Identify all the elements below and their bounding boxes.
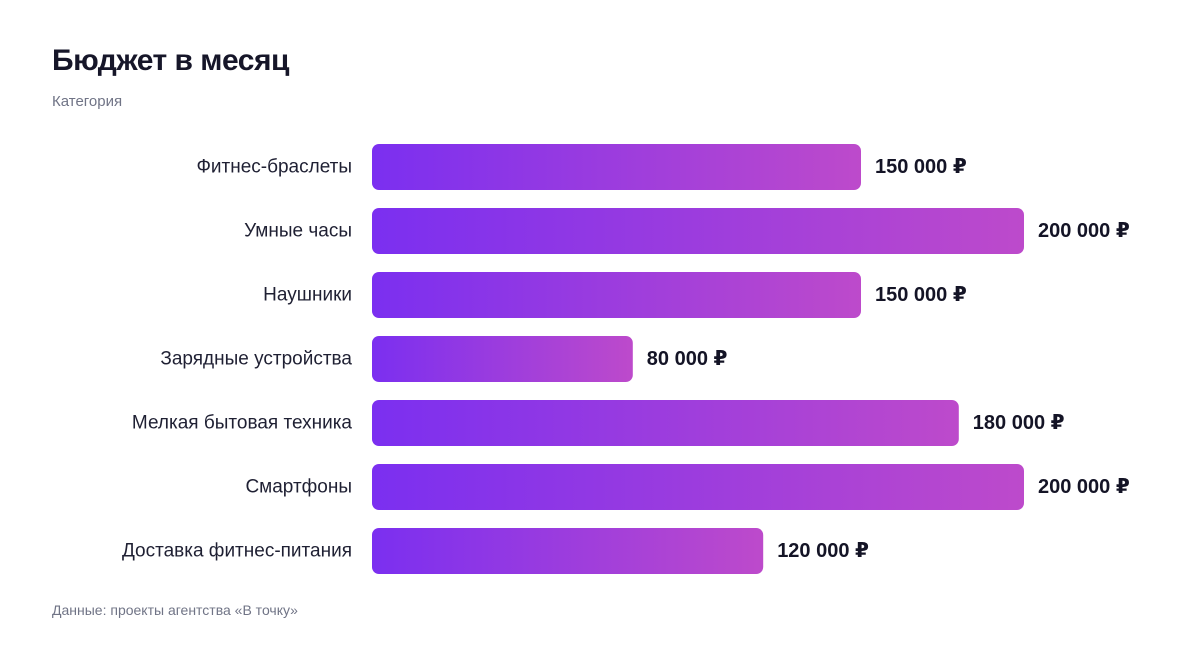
- category-label: Доставка фитнес-питания: [122, 541, 352, 562]
- value-label: 150 000 ₽: [875, 284, 967, 306]
- value-label: 200 000 ₽: [1038, 476, 1130, 498]
- source-note: Данные: проекты агентства «В точку»: [52, 602, 298, 618]
- category-label: Смартфоны: [245, 477, 352, 498]
- chart-subtitle: Категория: [52, 93, 123, 110]
- category-label: Наушники: [263, 285, 352, 306]
- category-label: Фитнес-браслеты: [196, 157, 352, 178]
- category-label: Зарядные устройства: [160, 349, 352, 370]
- value-label: 150 000 ₽: [875, 156, 967, 178]
- value-label: 120 000 ₽: [777, 540, 869, 562]
- bar: [372, 336, 633, 382]
- bars-group: Фитнес-браслеты 150 000 ₽ Умные часы 200 00…: [122, 144, 1130, 574]
- category-label: Умные часы: [244, 221, 352, 242]
- bar: [372, 528, 764, 574]
- value-label: 200 000 ₽: [1038, 220, 1130, 242]
- bar: [372, 208, 1024, 254]
- bar: [372, 400, 959, 446]
- category-label: Мелкая бытовая техника: [132, 413, 353, 434]
- chart-title: Бюджет в месяц: [52, 44, 289, 77]
- value-label: 80 000 ₽: [647, 348, 728, 370]
- bar: [372, 272, 861, 318]
- value-label: 180 000 ₽: [973, 412, 1065, 434]
- bar: [372, 144, 861, 190]
- bar: [372, 464, 1024, 510]
